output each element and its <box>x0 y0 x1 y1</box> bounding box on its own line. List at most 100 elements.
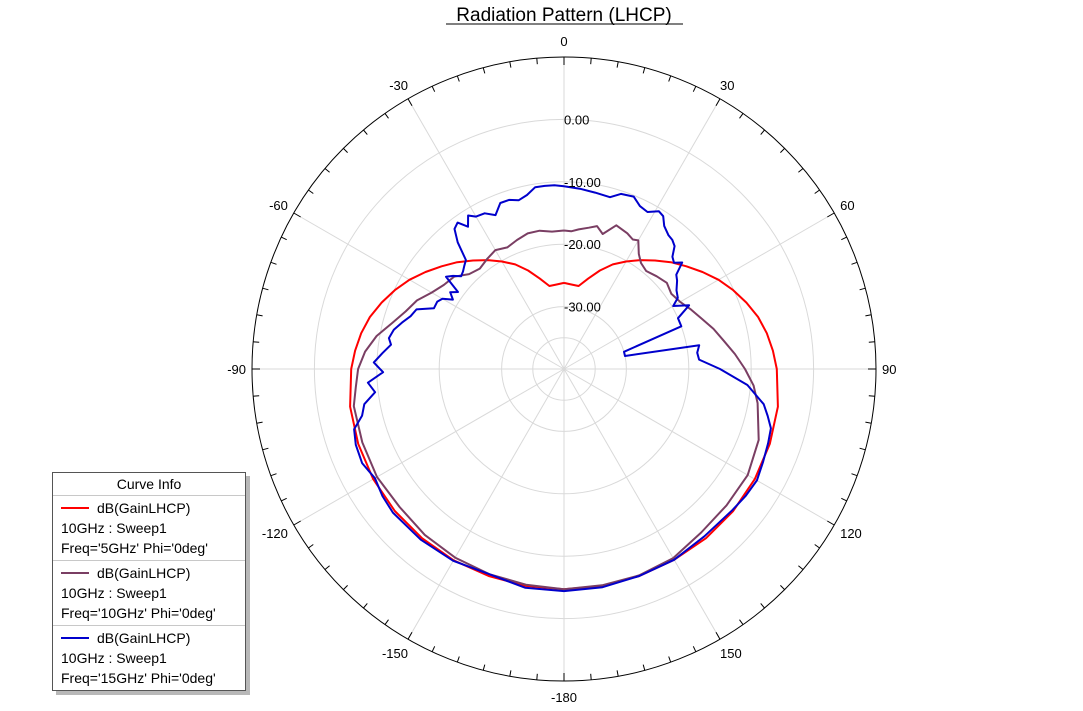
legend-swatch-5ghz <box>61 507 89 509</box>
angle-tick-mark <box>363 603 368 609</box>
angle-tick-label: 60 <box>840 198 854 213</box>
angle-tick-mark <box>616 61 619 68</box>
legend-sweep-15ghz: 10GHz : Sweep1 <box>61 650 167 666</box>
angle-tick-mark <box>270 473 277 477</box>
grid-spoke <box>563 368 721 640</box>
angle-tick-mark <box>865 421 872 424</box>
legend-entry-15ghz: dB(GainLHCP) 10GHz : Sweep1 Freq='15GHz'… <box>53 626 245 690</box>
angle-tick-label: 120 <box>840 526 862 541</box>
angle-tick-mark <box>851 261 858 265</box>
angle-tick-mark <box>256 421 263 424</box>
angle-tick-mark <box>482 67 486 74</box>
grid-spoke <box>563 368 835 526</box>
angle-tick-mark <box>715 98 721 106</box>
angle-tick-mark <box>827 212 835 218</box>
legend-freq-5ghz: Freq='5GHz' Phi='0deg' <box>61 540 208 556</box>
angle-tick-mark <box>692 646 697 653</box>
angle-tick-mark <box>739 113 744 119</box>
angle-tick-mark <box>343 148 348 153</box>
angle-tick-label: -30 <box>389 78 408 93</box>
angle-tick-mark <box>841 497 848 502</box>
angle-tick-label: -60 <box>269 198 288 213</box>
angle-tick-mark <box>868 395 875 397</box>
angle-tick-mark <box>668 656 672 663</box>
angle-tick-mark <box>642 67 646 74</box>
grid-ring <box>376 181 752 557</box>
grid-spoke <box>407 98 565 370</box>
angle-tick-mark <box>253 395 260 397</box>
angle-tick-mark <box>868 341 875 343</box>
angle-tick-mark <box>324 565 330 570</box>
radial-tick-labels: 0.00 -10.00 -20.00 -30.00 <box>564 112 601 314</box>
angle-tick-mark <box>262 287 269 291</box>
angle-tick-mark <box>324 168 330 173</box>
angle-tick-mark <box>814 189 820 194</box>
angle-tick-label: -150 <box>382 646 408 661</box>
angle-tick-mark <box>859 287 866 291</box>
grid-spoke <box>563 212 835 370</box>
angle-tick-mark <box>865 314 872 317</box>
angle-tick-mark <box>536 58 538 65</box>
angle-tick-mark <box>270 261 277 265</box>
legend-entry-10ghz: dB(GainLHCP) 10GHz : Sweep1 Freq='10GHz'… <box>53 561 245 626</box>
angle-tick-mark <box>668 75 672 82</box>
angle-tick-mark <box>616 670 619 677</box>
angle-tick-mark <box>814 544 820 549</box>
chart-title: Radiation Pattern (LHCP) <box>456 5 671 26</box>
angle-tick-label: 90 <box>882 362 896 377</box>
angle-tick-mark <box>308 189 314 194</box>
legend-label-15ghz: dB(GainLHCP) <box>97 630 191 646</box>
angle-tick-mark <box>851 473 858 477</box>
angle-tick-mark <box>798 565 804 570</box>
grid-ring <box>532 337 596 401</box>
angle-tick-mark <box>431 646 436 653</box>
angle-tick-mark <box>343 585 348 590</box>
series-group <box>349 184 779 593</box>
angle-tick-mark <box>384 113 389 119</box>
legend-label-10ghz: dB(GainLHCP) <box>97 565 191 581</box>
angle-tick-mark <box>760 603 765 609</box>
angle-tick-mark <box>859 447 866 451</box>
legend: Curve Info dB(GainLHCP) 10GHz : Sweep1 F… <box>52 472 246 691</box>
angle-tick-label: -180 <box>551 690 577 705</box>
angle-tick-mark <box>407 98 413 106</box>
angle-tick-mark <box>780 148 785 153</box>
radial-tick-label: 0.00 <box>564 112 589 127</box>
legend-title: Curve Info <box>53 473 245 496</box>
angle-tick-mark <box>715 632 721 640</box>
grid-ring <box>438 243 690 495</box>
angle-tick-mark <box>293 212 301 218</box>
angle-tick-mark <box>293 520 301 526</box>
angle-tick-mark <box>456 75 460 82</box>
angle-tick-mark <box>509 61 512 68</box>
angle-tick-mark <box>384 619 389 625</box>
angle-tick-label: 150 <box>720 646 742 661</box>
grid-spoke <box>563 98 721 370</box>
angle-tick-label: -90 <box>227 362 246 377</box>
angle-tick-label: -120 <box>262 526 288 541</box>
grid-spoke <box>293 212 565 370</box>
angle-tick-mark <box>509 670 512 677</box>
angle-tick-mark <box>760 129 765 135</box>
angle-tick-mark <box>739 619 744 625</box>
legend-freq-10ghz: Freq='10GHz' Phi='0deg' <box>61 605 216 621</box>
angle-tick-mark <box>407 632 413 640</box>
angle-tick-mark <box>780 585 785 590</box>
legend-swatch-10ghz <box>61 572 89 574</box>
angle-tick-mark <box>841 236 848 241</box>
grid-ring <box>501 306 627 432</box>
legend-label-5ghz: dB(GainLHCP) <box>97 500 191 516</box>
angle-tick-mark <box>590 58 592 65</box>
legend-entry-5ghz: dB(GainLHCP) 10GHz : Sweep1 Freq='5GHz' … <box>53 496 245 561</box>
legend-sweep-10ghz: 10GHz : Sweep1 <box>61 585 167 601</box>
series-line-2 <box>353 184 772 593</box>
angle-ticks: 0 30 60 90 120 150 -180 -150 -120 -90 -60 -30 <box>227 34 896 705</box>
angle-tick-mark <box>456 656 460 663</box>
angle-tick-mark <box>590 673 592 680</box>
angle-tick-mark <box>308 544 314 549</box>
legend-freq-15ghz: Freq='15GHz' Phi='0deg' <box>61 670 216 686</box>
grid-spoke <box>407 368 565 640</box>
grid-ring <box>313 118 815 620</box>
grid-spoke <box>293 368 565 526</box>
